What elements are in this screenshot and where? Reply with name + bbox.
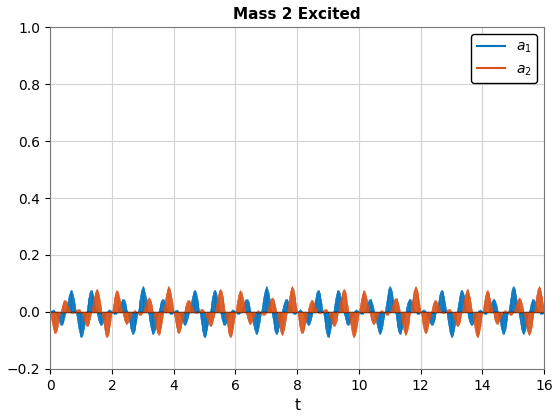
Title: Mass 2 Excited: Mass 2 Excited	[234, 7, 361, 22]
X-axis label: t: t	[294, 398, 300, 413]
Legend: $a_1$, $a_2$: $a_1$, $a_2$	[472, 34, 537, 83]
